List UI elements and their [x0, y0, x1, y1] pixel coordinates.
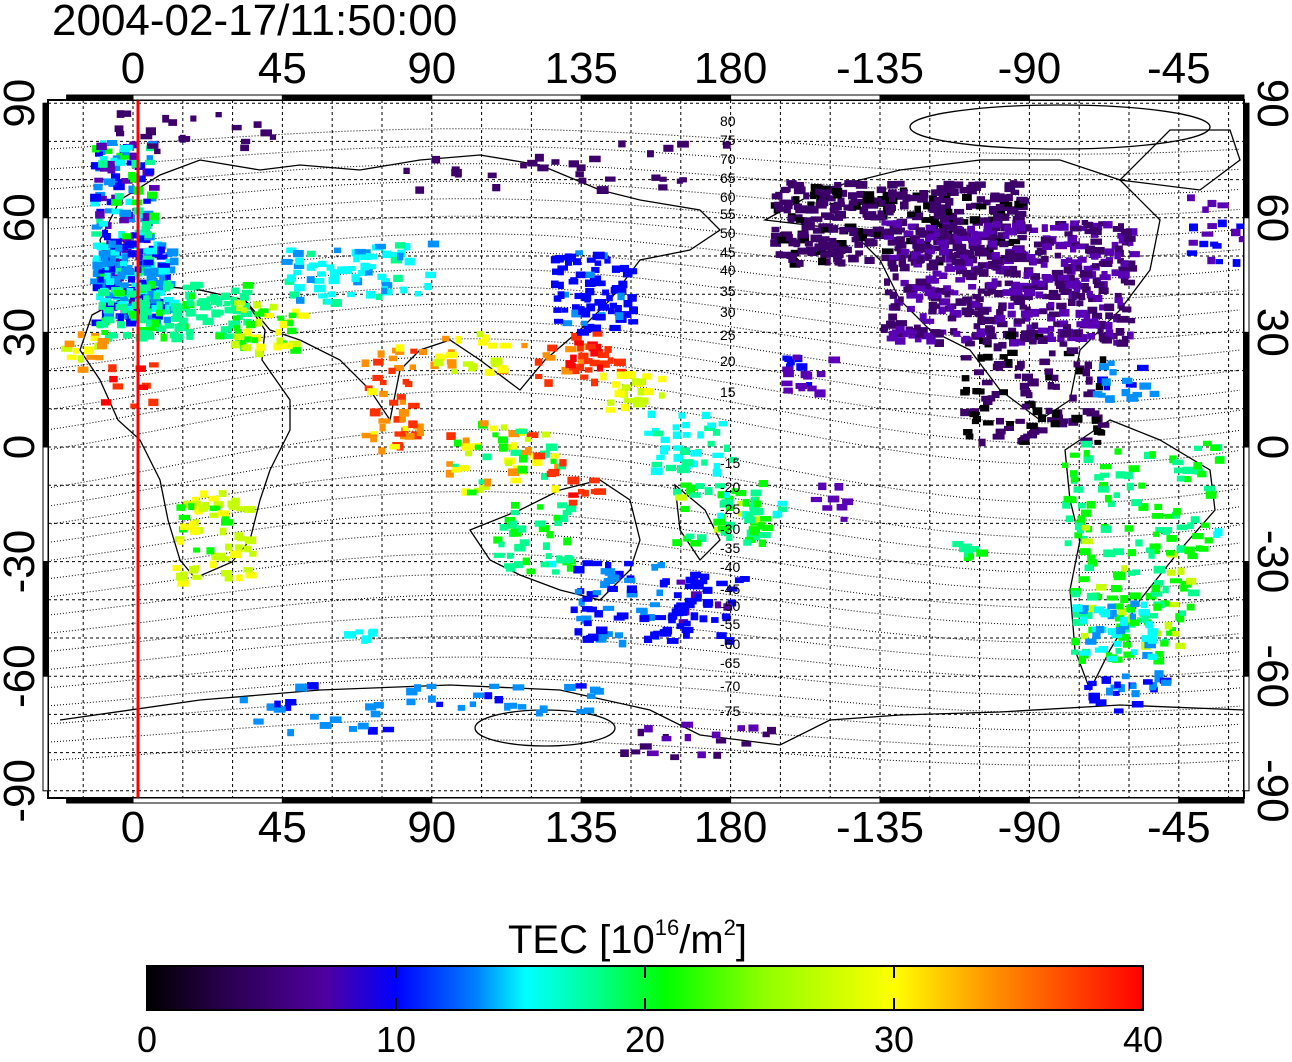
contour-label: 65	[720, 170, 736, 186]
contour-label: -55	[720, 616, 740, 632]
bottom-lon-tick-label: 180	[694, 803, 767, 852]
contour-label: 55	[720, 206, 736, 222]
contour-label: -15	[720, 455, 740, 471]
colorbar-tick-label: 20	[625, 1019, 665, 1057]
right-lat-tick-label: -90	[1248, 759, 1292, 823]
contour-label: -70	[720, 678, 740, 694]
bottom-lon-tick-label: 90	[407, 803, 456, 852]
tec-observations	[61, 110, 1244, 761]
contour-label: -25	[720, 501, 740, 517]
contour-label: 70	[720, 151, 736, 167]
top-lon-tick-label: 135	[544, 44, 617, 93]
timestamp-title: 2004-02-17/11:50:00	[52, 0, 458, 45]
left-lat-tick-label: -30	[0, 530, 44, 594]
top-lon-tick-label: 45	[258, 44, 307, 93]
contour-label: 35	[720, 283, 736, 299]
contour-label: -75	[720, 703, 740, 719]
contour-label: 20	[720, 353, 736, 369]
right-lat-tick-label: -60	[1248, 644, 1292, 708]
bottom-lon-tick-label: -135	[836, 803, 924, 852]
top-lon-tick-label: 180	[694, 44, 767, 93]
top-lon-tick-label: 0	[121, 44, 145, 93]
top-lon-tick-label: -45	[1147, 44, 1211, 93]
left-lat-labels: 90 60 30 0 -30 -60 -90	[0, 79, 44, 823]
contour-label: -35	[720, 540, 740, 556]
contour-label: 80	[720, 113, 736, 129]
contour-label: 60	[720, 189, 736, 205]
left-lat-tick-label: 60	[0, 193, 44, 242]
contour-label: 25	[720, 327, 736, 343]
bottom-lon-tick-label: 0	[121, 803, 145, 852]
contour-label: 45	[720, 244, 736, 260]
contour-label: 50	[720, 225, 736, 241]
left-lat-tick-label: -60	[0, 644, 44, 708]
contour-label: -60	[720, 636, 740, 652]
colorbar-tick-label: 40	[1123, 1019, 1163, 1057]
right-lat-tick-label: 30	[1248, 308, 1292, 357]
contour-label: -20	[720, 479, 740, 495]
bottom-lon-labels: 0 45 90 135 180 -135 -90 -45	[121, 803, 1211, 852]
right-lat-tick-label: 90	[1248, 79, 1292, 128]
left-lat-tick-label: 0	[0, 435, 44, 459]
contour-label: 40	[720, 262, 736, 278]
contour-label: -65	[720, 655, 740, 671]
top-lon-tick-label: 90	[407, 44, 456, 93]
bottom-lon-tick-label: 135	[544, 803, 617, 852]
right-lat-tick-label: 60	[1248, 193, 1292, 242]
top-lon-tick-label: -90	[998, 44, 1062, 93]
colorbar-ticks: 0 10 20 30 40	[137, 966, 1163, 1060]
bottom-lon-tick-label: -45	[1147, 803, 1211, 852]
colorbar-tick-label: 0	[137, 1019, 157, 1057]
bottom-lon-tick-label: -90	[998, 803, 1062, 852]
top-lon-tick-label: -135	[836, 44, 924, 93]
left-lat-tick-label: -90	[0, 759, 44, 823]
contour-label: 75	[720, 132, 736, 148]
contour-label: -45	[720, 581, 740, 597]
top-lon-labels: 0 45 90 135 180 -135 -90 -45	[121, 44, 1211, 93]
axis-bars	[42, 94, 1250, 804]
colorbar-tick-label: 30	[874, 1019, 914, 1057]
colorbar-tick-label: 10	[376, 1019, 416, 1057]
contour-label: 30	[720, 304, 736, 320]
bottom-lon-tick-label: 45	[258, 803, 307, 852]
contour-label: -40	[720, 559, 740, 575]
left-lat-tick-label: 30	[0, 308, 44, 357]
map-frame	[47, 99, 1245, 799]
right-lat-tick-label: 0	[1248, 435, 1292, 459]
contour-label: -30	[720, 521, 740, 537]
right-lat-tick-label: -30	[1248, 530, 1292, 594]
contour-label: -50	[720, 598, 740, 614]
colorbar-title: TEC [1016/m2]	[508, 915, 748, 962]
left-lat-tick-label: 90	[0, 79, 44, 128]
contour-label: 15	[720, 384, 736, 400]
right-lat-labels: 90 60 30 0 -30 -60 -90	[1248, 79, 1292, 823]
